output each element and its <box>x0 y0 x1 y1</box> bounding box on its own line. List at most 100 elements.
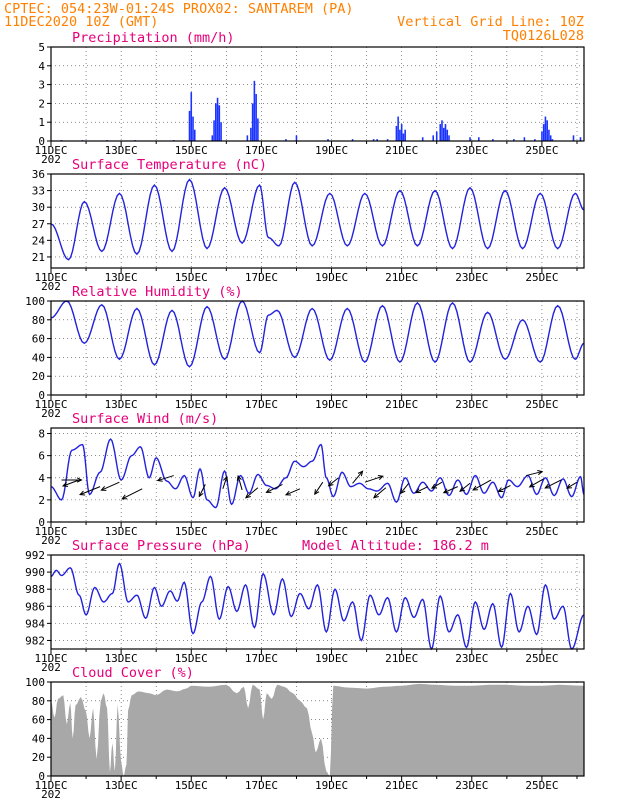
precipitation-bar <box>400 124 403 141</box>
y-tick-label: 100 <box>25 676 45 689</box>
precipitation-bar <box>216 97 219 141</box>
precipitation-bar <box>448 135 450 141</box>
y-tick-label: 0 <box>38 770 45 783</box>
precipitation-bar <box>534 139 536 141</box>
y-tick-label: 33 <box>32 185 45 198</box>
x-tick-label: 15DEC <box>175 525 208 538</box>
y-tick-label: 24 <box>32 234 46 247</box>
wind-vector <box>198 484 206 497</box>
x-tick-label: 15DEC <box>175 398 208 411</box>
wind-vector <box>328 477 339 487</box>
x-tick-label: 13DEC <box>105 525 138 538</box>
x-tick-label: 25DEC <box>525 525 558 538</box>
panel-title: Surface Temperature (nC) <box>72 157 267 173</box>
precipitation-bar <box>421 137 424 141</box>
x-tick-label: 19DEC <box>315 398 348 411</box>
y-tick-label: 5 <box>38 41 45 54</box>
wind-arrowhead <box>414 488 421 494</box>
x-tick-label: 25DEC <box>525 144 558 157</box>
y-tick-label: 20 <box>32 370 45 383</box>
x-tick-label: 15DEC <box>175 652 208 665</box>
precipitation-bar <box>399 129 401 141</box>
precipitation-bar <box>372 139 375 141</box>
y-tick-label: 1 <box>38 116 45 129</box>
x-year-label: 202 <box>41 534 61 547</box>
wind-vector <box>245 487 259 499</box>
wind-vector <box>352 470 363 484</box>
humidity-line <box>50 300 585 368</box>
precipitation-bar <box>211 135 214 141</box>
y-tick-label: 0 <box>38 516 45 529</box>
precipitation-bar <box>549 135 552 141</box>
x-tick-label: 11DEC <box>34 144 67 157</box>
x-tick-label: 13DEC <box>105 398 138 411</box>
wind-arrowhead <box>61 482 69 487</box>
temperature-line <box>50 178 585 261</box>
precipitation-bar <box>395 125 398 141</box>
wind-arrowhead <box>222 475 228 482</box>
x-tick-label: 23DEC <box>455 144 488 157</box>
panel-frame <box>50 427 585 523</box>
y-tick-label: 80 <box>32 314 45 327</box>
precipitation-bar <box>351 139 354 141</box>
y-tick-label: 6 <box>38 450 45 463</box>
wind-vector <box>373 487 387 499</box>
precipitation-bar <box>251 103 254 141</box>
precipitation-bar <box>446 129 449 141</box>
x-tick-label: 25DEC <box>525 398 558 411</box>
x-tick-label: 23DEC <box>455 271 488 284</box>
precipitation-bar <box>546 120 548 141</box>
y-tick-label: 4 <box>38 472 45 485</box>
wind-arrowhead <box>327 481 334 487</box>
y-tick-label: 982 <box>25 634 45 647</box>
panel-pressure: 982 984 986 988 990 992 11DEC 13DEC 15DEC 17DEC 19… <box>25 538 585 674</box>
wind-arrowhead <box>236 474 242 481</box>
wind-vector <box>222 476 228 489</box>
precipitation-bar <box>295 135 298 141</box>
x-tick-label: 15DEC <box>175 779 208 792</box>
wind-vector <box>314 481 324 495</box>
x-tick-label: 15DEC <box>175 144 208 157</box>
wind-line <box>50 438 585 509</box>
x-tick-label: 23DEC <box>455 779 488 792</box>
wind-vector <box>415 486 429 494</box>
y-tick-label: 100 <box>25 295 45 308</box>
panel-temperature: 21 24 27 30 33 36 11DEC 13DEC 15DEC 17DEC 19DEC 21D… <box>32 157 585 293</box>
wind-arrowhead <box>528 482 535 488</box>
wind-arrowhead <box>245 492 251 499</box>
panel-title: Relative Humidity (%) <box>72 284 243 300</box>
header-model-id: TQ0126L028 <box>503 28 584 44</box>
wind-vector <box>121 488 143 500</box>
precipitation-bar <box>541 131 543 141</box>
x-tick-label: 19DEC <box>315 144 348 157</box>
x-year-label: 202 <box>41 788 61 800</box>
wind-arrowhead <box>198 491 204 498</box>
precipitation-bar <box>250 127 252 141</box>
precipitation-bar <box>257 118 259 141</box>
panel-frame <box>50 46 585 142</box>
precipitation-bar <box>192 116 194 141</box>
panel-frame <box>50 681 585 777</box>
panel-title: Precipitation (mm/h) <box>72 30 235 46</box>
y-tick-label: 992 <box>25 549 45 562</box>
x-tick-label: 17DEC <box>245 525 278 538</box>
wind-arrowhead <box>537 470 544 476</box>
y-tick-label: 30 <box>32 201 45 214</box>
wind-vector <box>459 482 471 492</box>
wind-vector <box>472 479 492 491</box>
precipitation-bar <box>544 116 547 141</box>
panel-frame <box>50 173 585 269</box>
header-grid-line: Vertical Grid Line: 10Z <box>397 14 584 30</box>
precipitation-bar <box>213 120 215 141</box>
wind-vector <box>498 485 511 492</box>
x-year-label: 202 <box>41 280 61 293</box>
x-tick-label: 17DEC <box>245 398 278 411</box>
precipitation-bar <box>386 139 389 141</box>
precipitation-bar <box>442 127 445 141</box>
precipitation-bar <box>376 139 378 141</box>
y-tick-label: 27 <box>32 218 45 231</box>
x-tick-label: 21DEC <box>385 652 418 665</box>
wind-vector <box>237 475 243 491</box>
wind-arrowhead <box>156 476 163 482</box>
y-tick-label: 4 <box>38 60 45 73</box>
